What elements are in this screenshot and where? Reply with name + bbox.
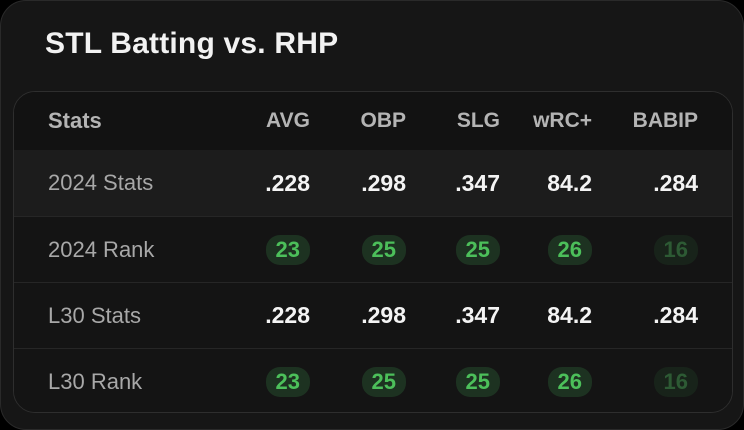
- row-label: 2024 Rank: [48, 236, 155, 262]
- rank-badge-avg: 23: [265, 234, 310, 265]
- rank-badge-slg: 25: [455, 366, 500, 397]
- table-row: L30 Stats .228 .298 .347 84.2 .284: [14, 282, 732, 348]
- stats-table: Stats AVG OBP SLG wRC+ BABIP 2024 Stats …: [13, 91, 733, 413]
- table-row: L30 Rank 23 25 25 26 16: [14, 348, 732, 412]
- rank-badge-babip: 16: [653, 366, 698, 397]
- rank-badge-avg: 23: [265, 366, 310, 397]
- stat-value-obp: .298: [361, 169, 406, 196]
- column-header-avg[interactable]: AVG: [266, 109, 310, 132]
- rank-badge-obp: 25: [361, 366, 406, 397]
- row-label: L30 Rank: [48, 368, 143, 394]
- row-label: 2024 Stats: [48, 170, 154, 195]
- column-header-stats[interactable]: Stats: [48, 108, 102, 133]
- row-label: L30 Stats: [48, 302, 141, 328]
- column-header-obp[interactable]: OBP: [360, 109, 406, 132]
- stat-value-avg: .228: [265, 302, 310, 328]
- table-header: Stats AVG OBP SLG wRC+ BABIP: [14, 92, 732, 150]
- table-row: 2024 Rank 23 25 25 26 16: [14, 216, 732, 282]
- stat-value-babip: .284: [653, 302, 698, 328]
- column-header-wrc-plus[interactable]: wRC+: [533, 109, 592, 132]
- stat-value-obp: .298: [361, 302, 406, 328]
- card-title: STL Batting vs. RHP: [45, 27, 339, 60]
- column-header-slg[interactable]: SLG: [456, 109, 500, 132]
- stat-value-slg: .347: [455, 302, 500, 328]
- stat-value-avg: .228: [265, 169, 310, 196]
- rank-badge-obp: 25: [361, 234, 406, 265]
- column-header-babip[interactable]: BABIP: [632, 109, 698, 132]
- stat-value-wrc-plus: 84.2: [547, 169, 592, 196]
- table-row: 2024 Stats .228 .298 .347 84.2 .284: [14, 150, 732, 216]
- stat-value-slg: .347: [455, 169, 500, 196]
- rank-badge-babip: 16: [653, 234, 698, 265]
- stat-value-wrc-plus: 84.2: [547, 302, 592, 328]
- rank-badge-slg: 25: [455, 234, 500, 265]
- stat-value-babip: .284: [653, 169, 698, 196]
- rank-badge-wrc-plus: 26: [547, 366, 592, 397]
- rank-badge-wrc-plus: 26: [547, 234, 592, 265]
